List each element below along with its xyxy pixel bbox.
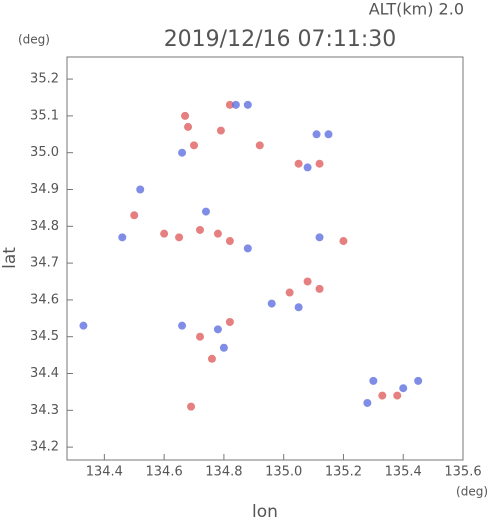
point	[213, 229, 222, 238]
y-unit: (deg)	[18, 33, 50, 47]
plot-frame	[66, 56, 464, 461]
point	[231, 100, 240, 109]
point	[399, 384, 408, 393]
point	[181, 111, 190, 120]
point	[225, 100, 234, 109]
point	[130, 211, 139, 220]
x-tick-label: 135.4	[385, 465, 422, 480]
point	[190, 141, 199, 150]
point	[187, 402, 196, 411]
point	[184, 122, 193, 131]
y-tick-label: 34.8	[30, 219, 59, 234]
point	[195, 332, 204, 341]
point	[285, 288, 294, 297]
point	[225, 237, 234, 246]
point	[303, 163, 312, 172]
point	[219, 343, 228, 352]
point	[207, 354, 216, 363]
point	[315, 233, 324, 242]
point	[195, 225, 204, 234]
y-tick-label: 35.0	[30, 145, 59, 160]
chart-title: 2019/12/16 07:11:30	[164, 27, 397, 52]
x-tick-label: 135.2	[325, 465, 362, 480]
point	[178, 148, 187, 157]
point	[393, 391, 402, 400]
y-tick-label: 34.6	[30, 292, 59, 307]
point	[312, 130, 321, 139]
point	[201, 207, 210, 216]
point	[136, 185, 145, 194]
y-tick-label: 34.9	[30, 182, 59, 197]
point	[294, 303, 303, 312]
y-tick-label: 35.1	[30, 108, 59, 123]
point	[369, 376, 378, 385]
x-tick-label: 135.6	[444, 465, 481, 480]
point	[118, 233, 127, 242]
point	[213, 325, 222, 334]
x-tick-label: 134.8	[205, 465, 242, 480]
x-unit: (deg)	[456, 485, 488, 499]
point	[414, 376, 423, 385]
x-tick-label: 134.4	[86, 465, 123, 480]
y-tick-label: 34.5	[30, 329, 59, 344]
point	[303, 277, 312, 286]
y-tick-label: 34.4	[30, 366, 59, 381]
point	[79, 321, 88, 330]
y-tick-label: 35.2	[30, 72, 59, 87]
point	[243, 100, 252, 109]
point	[216, 126, 225, 135]
point	[267, 299, 276, 308]
point	[339, 237, 348, 246]
point	[378, 391, 387, 400]
point	[175, 233, 184, 242]
point	[315, 159, 324, 168]
point	[324, 130, 333, 139]
point	[363, 398, 372, 407]
y-axis-label: lat	[0, 247, 20, 269]
y-tick-label: 34.2	[30, 440, 59, 455]
x-tick-label: 135.0	[265, 465, 302, 480]
chart-subtitle: ALT(km) 2.0	[369, 0, 464, 19]
y-tick-label: 34.7	[30, 256, 59, 271]
point	[255, 141, 264, 150]
point	[225, 317, 234, 326]
x-tick-label: 134.6	[146, 465, 183, 480]
point	[178, 321, 187, 330]
point	[294, 159, 303, 168]
point	[315, 284, 324, 293]
point	[160, 229, 169, 238]
y-tick-label: 34.3	[30, 403, 59, 418]
point	[243, 244, 252, 253]
x-axis-label: lon	[252, 502, 278, 521]
